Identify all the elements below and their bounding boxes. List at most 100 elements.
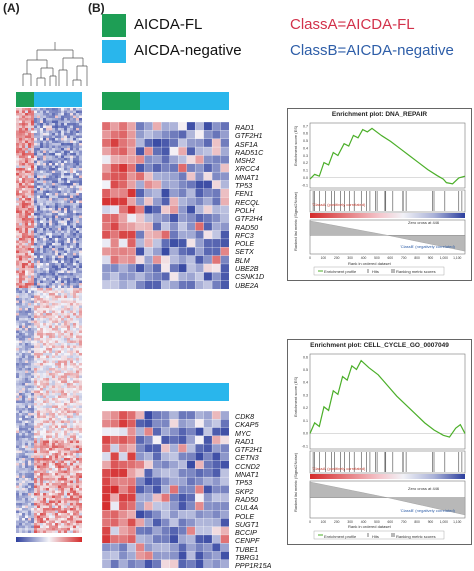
x-tick: 400 xyxy=(361,520,367,524)
heat-cell xyxy=(67,473,71,476)
heat-cell xyxy=(67,278,71,281)
heat-cell xyxy=(16,345,20,349)
heat-cell xyxy=(67,490,71,494)
heat-cell xyxy=(25,318,29,321)
heat-cell xyxy=(220,468,229,478)
heat-cell xyxy=(46,403,50,406)
heat-cell xyxy=(22,508,26,511)
heat-cell xyxy=(52,393,56,396)
heat-cell xyxy=(67,288,71,291)
heat-cell xyxy=(55,303,59,306)
heat-cell xyxy=(19,158,23,161)
heat-cell xyxy=(16,208,20,211)
heat-cell xyxy=(16,348,20,351)
heat-cell xyxy=(58,213,62,216)
heat-cell xyxy=(25,268,29,271)
heat-cell xyxy=(25,448,29,451)
heat-cell xyxy=(16,460,20,464)
heat-cell xyxy=(61,143,65,146)
heat-cell xyxy=(40,410,44,414)
heat-cell xyxy=(43,473,47,476)
heat-cell xyxy=(40,348,44,351)
heat-cell xyxy=(64,368,68,371)
heat-cell xyxy=(161,272,171,282)
heat-cell xyxy=(49,340,53,344)
heat-cell xyxy=(37,213,41,216)
heat-cell xyxy=(22,393,26,396)
heat-cell xyxy=(67,500,71,504)
heat-cell xyxy=(152,526,162,536)
heat-cell xyxy=(25,455,29,459)
heat-cell xyxy=(61,385,65,389)
heat-cell xyxy=(67,453,71,456)
heat-cell xyxy=(67,133,71,136)
heat-cell xyxy=(64,213,68,216)
heat-cell xyxy=(34,518,38,521)
heat-cell xyxy=(79,428,82,431)
heat-cell xyxy=(76,140,80,144)
heat-cell xyxy=(49,160,53,164)
heat-cell xyxy=(25,315,29,319)
heat-cell xyxy=(76,378,80,381)
heat-cell xyxy=(58,363,62,366)
heat-cell xyxy=(73,403,77,406)
heat-cell xyxy=(25,308,29,311)
heat-cell xyxy=(34,243,38,246)
heat-cell xyxy=(28,353,32,356)
heat-cell xyxy=(67,380,71,384)
heat-cell xyxy=(79,473,82,476)
heat-cell xyxy=(37,320,41,324)
class-a-definition: ClassA=AICDA-FL xyxy=(290,16,415,33)
heat-cell xyxy=(46,413,50,416)
heat-cell xyxy=(31,325,35,329)
heat-cell xyxy=(76,405,80,409)
heat-cell xyxy=(70,373,74,376)
heat-cell xyxy=(135,510,145,519)
heat-cell xyxy=(43,195,47,199)
heat-cell xyxy=(76,150,80,154)
heat-cell xyxy=(70,488,74,491)
gene-label: RAD50 xyxy=(235,494,259,504)
heat-cell xyxy=(55,360,59,364)
heat-cell xyxy=(25,458,29,461)
heat-cell xyxy=(194,551,205,561)
heat-cell xyxy=(16,510,20,514)
heat-cell xyxy=(34,210,38,214)
heat-cell xyxy=(46,150,50,154)
heat-cell xyxy=(152,411,162,420)
heat-cell xyxy=(67,163,71,166)
heat-cell xyxy=(28,125,32,129)
heat-cell xyxy=(19,490,23,494)
heat-cell xyxy=(55,418,59,421)
heat-cell xyxy=(49,248,53,251)
heat-cell xyxy=(70,130,74,134)
heat-cell xyxy=(31,173,35,176)
heat-cell xyxy=(102,443,111,453)
heat-cell xyxy=(28,138,32,141)
heat-cell xyxy=(40,193,44,196)
heat-cell xyxy=(31,165,35,169)
heat-cell xyxy=(25,510,29,514)
heat-cell xyxy=(70,443,74,446)
heat-cell xyxy=(186,485,196,495)
heat-cell xyxy=(49,470,53,474)
heat-cell xyxy=(211,188,221,198)
heat-cell xyxy=(64,513,68,516)
heat-cell xyxy=(64,320,68,324)
heat-cell xyxy=(58,440,62,444)
heat-cell xyxy=(194,443,205,453)
heat-cell xyxy=(25,345,29,349)
heat-cell xyxy=(55,375,59,379)
heat-cell xyxy=(34,188,38,191)
heat-cell xyxy=(31,528,35,531)
heat-cell xyxy=(178,526,188,536)
heat-cell xyxy=(40,285,44,289)
heat-cell xyxy=(110,476,120,486)
heat-cell xyxy=(19,398,23,401)
heat-cell xyxy=(49,215,53,219)
heat-cell xyxy=(40,395,44,399)
heat-cell xyxy=(37,305,41,309)
heat-cell xyxy=(79,485,82,489)
heat-cell xyxy=(67,150,71,154)
heat-cell xyxy=(37,163,41,166)
